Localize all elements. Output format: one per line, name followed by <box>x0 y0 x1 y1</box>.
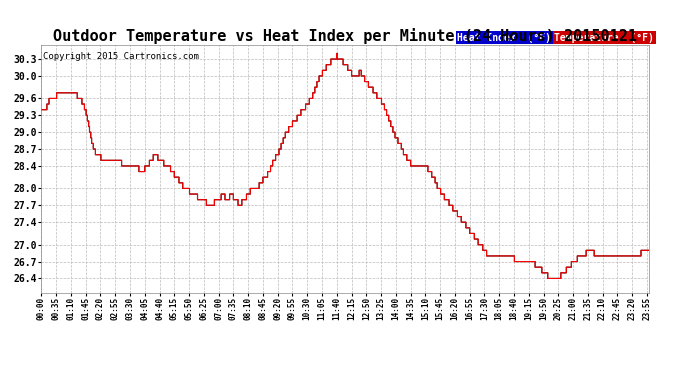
Text: Heat Index  (°F): Heat Index (°F) <box>457 33 551 42</box>
Text: Copyright 2015 Cartronics.com: Copyright 2015 Cartronics.com <box>43 53 199 62</box>
Title: Outdoor Temperature vs Heat Index per Minute (24 Hours) 20150121: Outdoor Temperature vs Heat Index per Mi… <box>53 28 637 44</box>
Text: Temperature  (°F): Temperature (°F) <box>555 33 654 42</box>
